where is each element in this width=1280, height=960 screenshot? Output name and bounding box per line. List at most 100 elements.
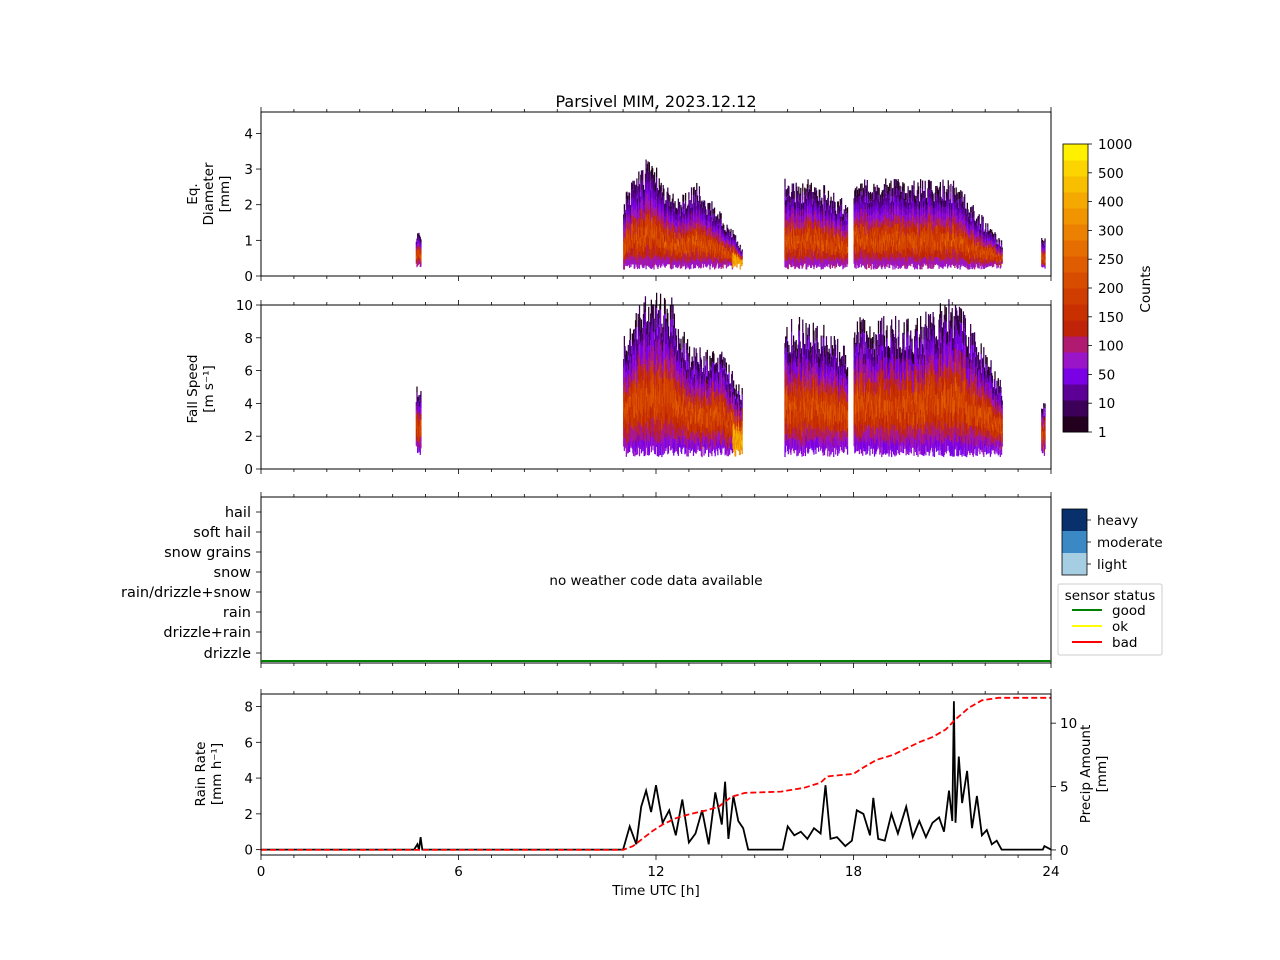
heatmap-cell — [872, 213, 874, 221]
heatmap-cell — [789, 210, 791, 217]
heatmap-cell — [634, 243, 636, 252]
heatmap-cell — [925, 211, 927, 219]
heatmap-cell — [644, 242, 646, 251]
heatmap-cell — [696, 207, 698, 216]
heatmap-cell — [691, 213, 693, 220]
heatmap-cell — [808, 226, 810, 235]
heatmap-cell — [693, 219, 695, 228]
heatmap-cell — [714, 248, 716, 254]
heatmap-cell — [734, 240, 736, 244]
heatmap-cell — [975, 259, 978, 265]
heatmap-cell — [896, 216, 898, 224]
heatmap-cell — [966, 255, 968, 263]
heatmap-cell — [927, 250, 930, 260]
heatmap-cell — [937, 242, 940, 251]
heatmap-cell — [825, 231, 827, 238]
heatmap-cell — [937, 249, 939, 258]
heatmap-cell — [952, 232, 954, 241]
heatmap-cell — [812, 247, 814, 254]
heatmap-cell — [990, 235, 992, 239]
heatmap-cell — [902, 249, 904, 258]
heatmap-cell — [989, 251, 991, 256]
heatmap-cell — [729, 252, 731, 256]
heatmap-cell — [664, 203, 666, 211]
heatmap-cell — [912, 224, 914, 233]
heatmap-cell — [983, 238, 985, 243]
heatmap-cell — [727, 244, 730, 249]
heatmap-cell — [794, 242, 796, 250]
heatmap-cell — [935, 219, 938, 226]
heatmap-cell — [721, 242, 724, 246]
heatmap-cell — [821, 211, 823, 220]
heatmap-cell — [802, 233, 804, 243]
heatmap-cell — [825, 221, 827, 227]
heatmap-cell — [961, 258, 963, 266]
heatmap-cell — [690, 249, 693, 258]
heatmap-cell — [825, 206, 828, 214]
heatmap-cell — [943, 240, 945, 247]
heatmap-cell — [731, 251, 733, 255]
heatmap-cell — [415, 241, 417, 244]
heatmap-cell — [994, 257, 996, 261]
heatmap-cell — [670, 256, 672, 264]
heatmap-cell — [653, 251, 655, 261]
heatmap-cell — [800, 195, 802, 204]
heatmap-cell — [871, 214, 873, 221]
heatmap-cell — [836, 253, 838, 259]
heatmap-cell — [682, 215, 684, 223]
heatmap-cell — [962, 219, 965, 225]
heatmap-cell — [875, 256, 878, 264]
heatmap-cell — [854, 252, 856, 261]
heatmap-cell — [795, 224, 797, 233]
heatmap-cell — [644, 173, 647, 183]
heatmap-cell — [625, 199, 627, 208]
heatmap-cell — [981, 254, 983, 260]
heatmap-cell — [902, 232, 904, 241]
heatmap-cell — [977, 221, 980, 227]
heatmap-cell — [688, 214, 690, 223]
heatmap-cell — [942, 242, 944, 252]
heatmap-cell — [842, 252, 844, 259]
heatmap-cell — [977, 216, 979, 222]
heatmap-cell — [873, 211, 876, 219]
heatmap-cell — [956, 236, 959, 243]
heatmap-cell — [877, 195, 879, 204]
heatmap-cell — [717, 258, 719, 264]
heatmap-cell — [940, 203, 942, 211]
heatmap-cell — [810, 191, 812, 200]
heatmap-cell — [904, 221, 907, 229]
heatmap-cell — [659, 224, 661, 233]
heatmap-cell — [912, 185, 914, 194]
heatmap-cell — [956, 229, 959, 237]
heatmap-cell — [868, 200, 870, 209]
heatmap-cell — [838, 205, 840, 212]
heatmap-cell — [689, 227, 691, 235]
heatmap-cell — [736, 244, 738, 248]
heatmap-cell — [945, 200, 947, 208]
heatmap-cell — [648, 247, 650, 258]
heatmap-cell — [831, 241, 834, 248]
heatmap-cell — [912, 208, 914, 217]
heatmap-cell — [898, 257, 900, 266]
heatmap-cell — [624, 254, 626, 261]
heatmap-cell — [629, 200, 631, 208]
heatmap-cell — [988, 244, 990, 249]
heatmap-cell — [897, 197, 899, 207]
heatmap-cell — [926, 215, 928, 222]
heatmap-cell — [623, 256, 625, 264]
heatmap-cell — [828, 215, 830, 222]
heatmap-cell — [921, 189, 924, 198]
heatmap-cell — [665, 259, 667, 266]
heatmap-cell — [640, 179, 643, 190]
heatmap-cell — [877, 206, 880, 213]
heatmap-cell — [854, 213, 856, 222]
heatmap-cell — [869, 245, 871, 252]
heatmap-cell — [653, 260, 655, 270]
heatmap-cell — [680, 252, 682, 259]
heatmap-cell — [692, 252, 695, 261]
heatmap-cell — [857, 223, 859, 232]
heatmap-cell — [700, 210, 702, 217]
heatmap-cell — [693, 251, 695, 261]
heatmap-cell — [931, 189, 933, 198]
heatmap-cell — [916, 206, 918, 214]
